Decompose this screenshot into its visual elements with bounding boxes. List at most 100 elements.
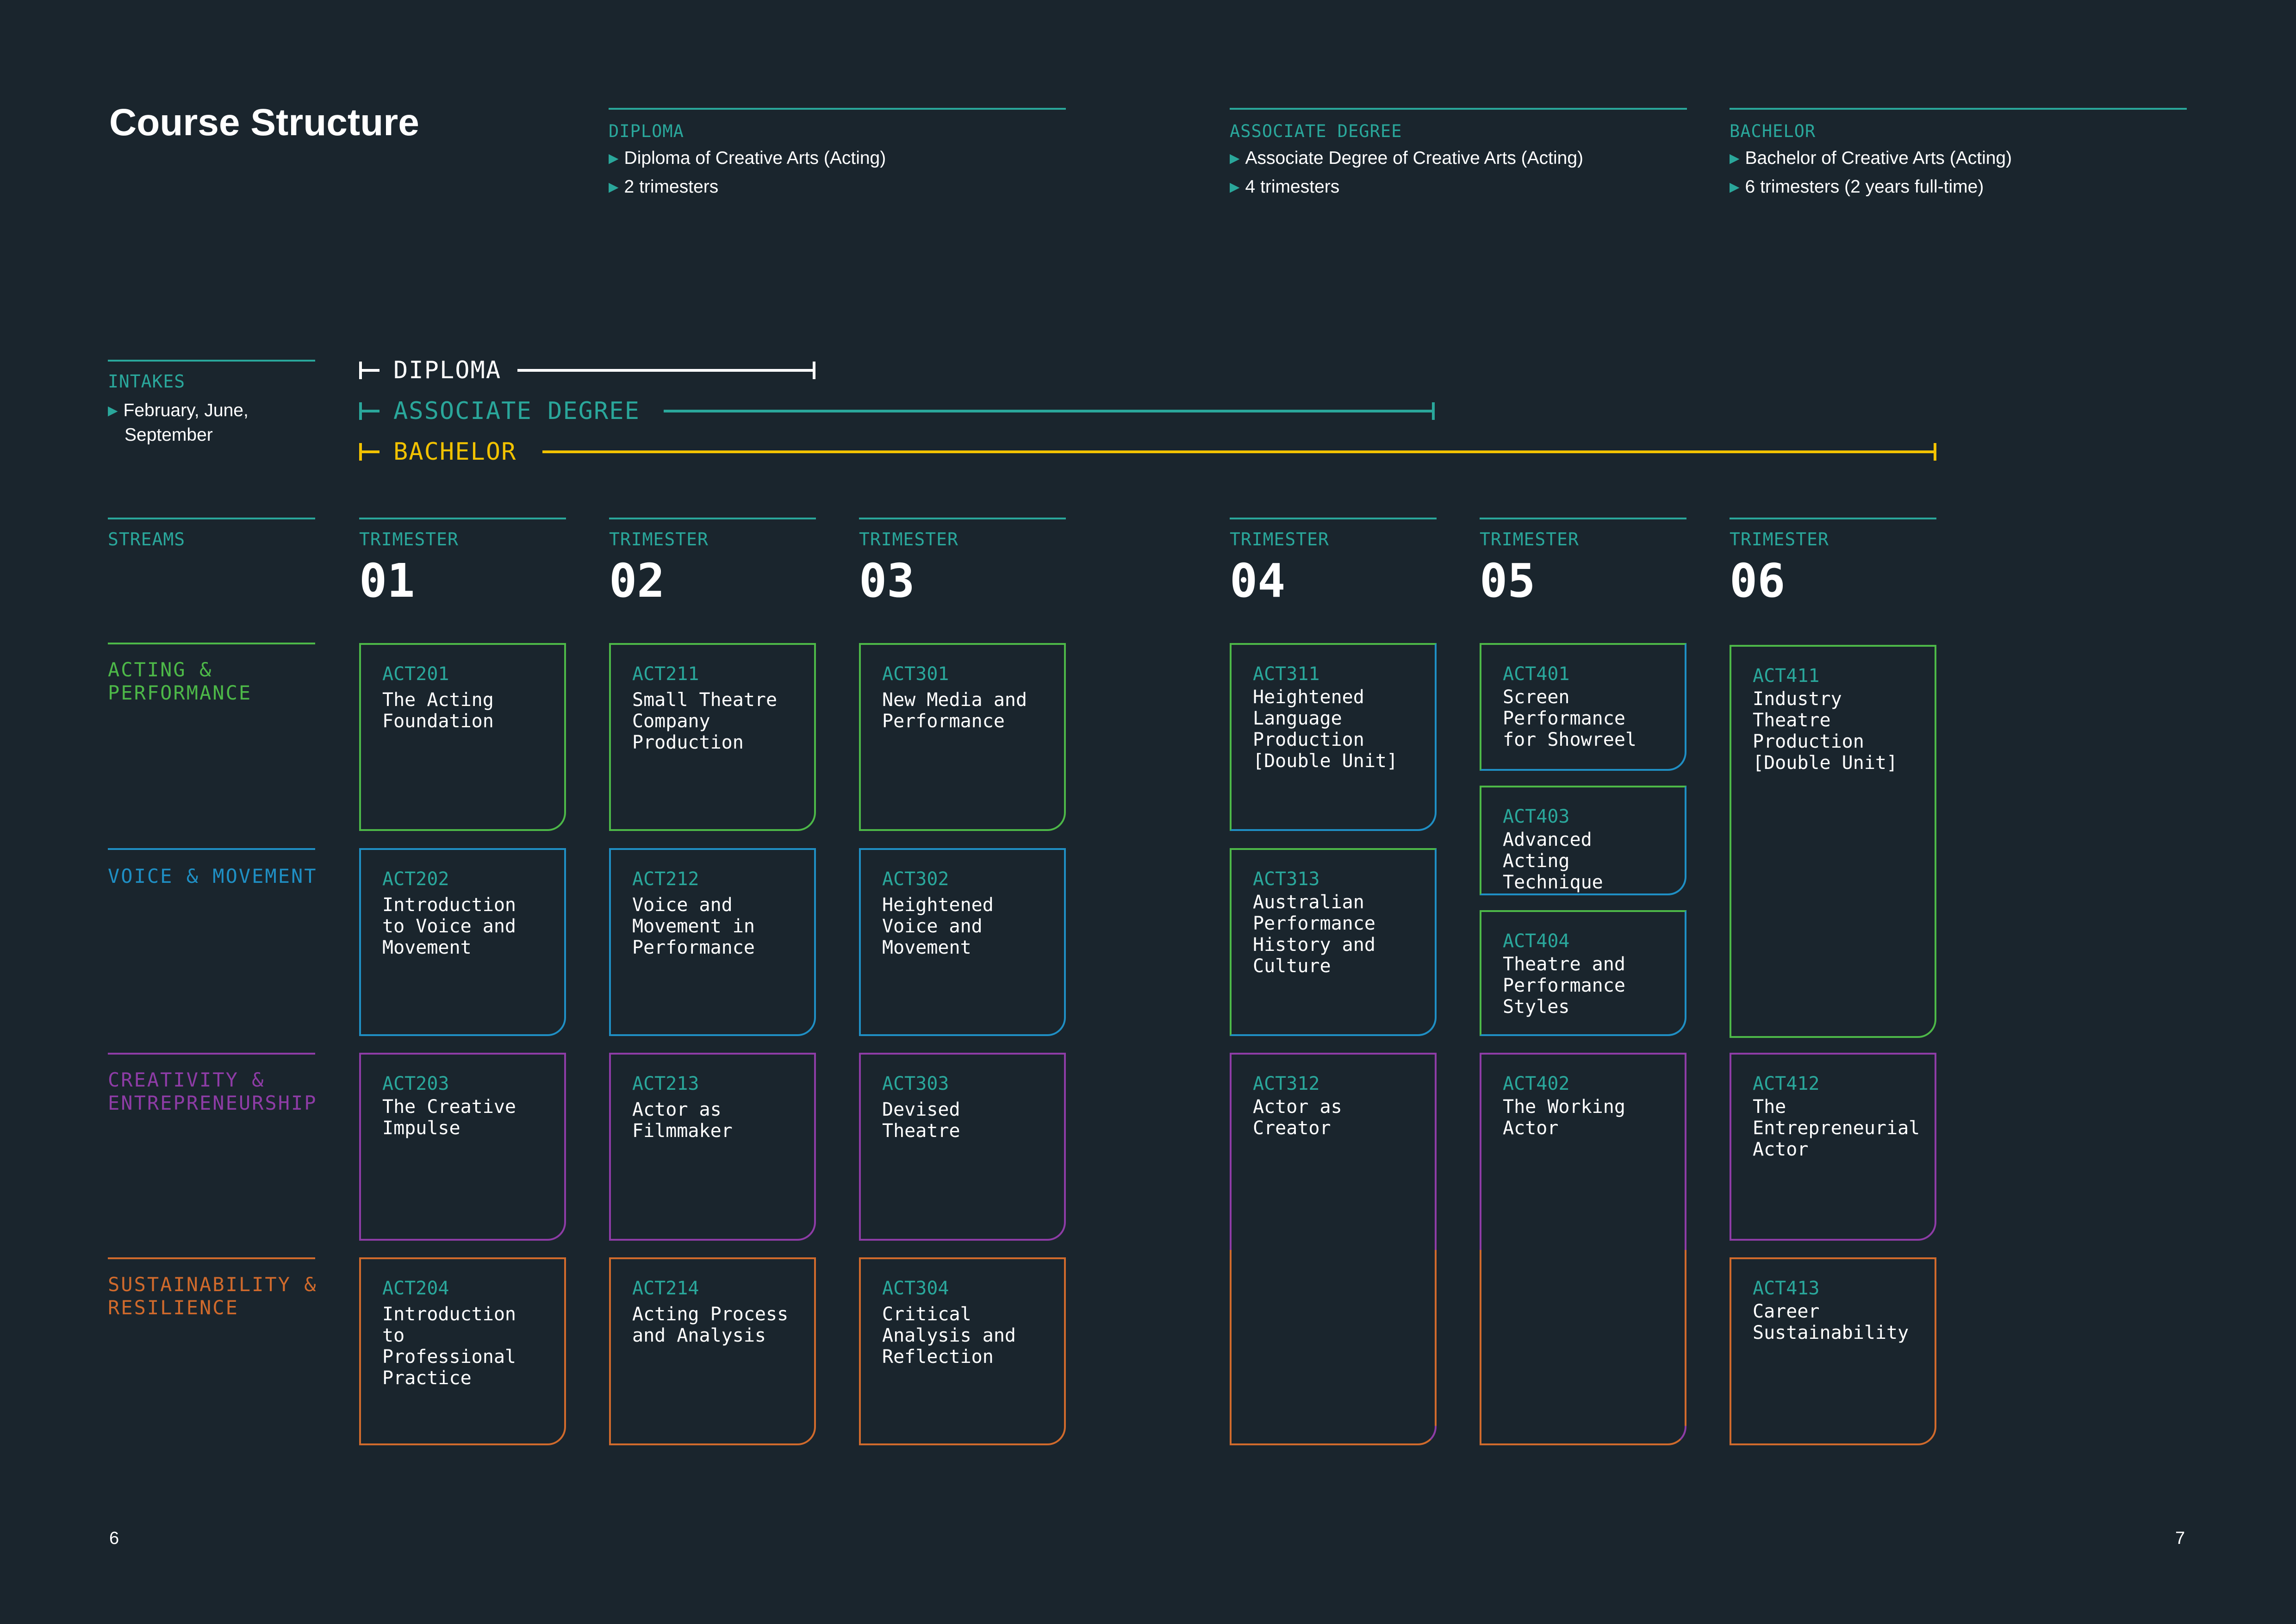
card-edge-accent xyxy=(1435,1250,1437,1426)
unit-name: The Working Actor xyxy=(1503,1096,1625,1139)
unit-name: Critical Analysis and Reflection xyxy=(882,1304,1016,1368)
unit-card-act301[interactable]: ACT301 New Media and Performance xyxy=(859,643,1066,831)
stream-rule-acting xyxy=(108,643,315,644)
unit-card-act202[interactable]: ACT202 Introduction to Voice and Movemen… xyxy=(359,848,566,1036)
program-label-bachelor: BACHELOR xyxy=(393,438,517,466)
associate-heading: ASSOCIATE DEGREE xyxy=(1230,121,1402,141)
associate-start-bar xyxy=(359,410,380,412)
diploma-end-cap xyxy=(813,362,815,379)
trimester-rule-03 xyxy=(859,518,1066,519)
intakes-item: ▶ February, June, September xyxy=(108,400,249,445)
unit-name: Screen Performance for Showreel xyxy=(1503,687,1636,750)
unit-code: ACT213 xyxy=(632,1073,699,1094)
unit-name: Voice and Movement in Performance xyxy=(632,894,755,958)
streams-rule xyxy=(108,518,315,519)
unit-card-act213[interactable]: ACT213 Actor as Filmmaker xyxy=(609,1053,816,1241)
unit-card-act204[interactable]: ACT204 Introduction to Professional Prac… xyxy=(359,1257,566,1445)
unit-card-act203[interactable]: ACT203 The Creative Impulse xyxy=(359,1053,566,1241)
unit-card-act211[interactable]: ACT211 Small Theatre Company Production xyxy=(609,643,816,831)
unit-card-act411[interactable]: ACT411 Industry Theatre Production [Doub… xyxy=(1730,645,1936,1038)
unit-card-act201[interactable]: ACT201 The Acting Foundation xyxy=(359,643,566,831)
unit-card-act412[interactable]: ACT412 The Entrepreneurial Actor xyxy=(1730,1053,1936,1241)
unit-card-act413[interactable]: ACT413 Career Sustainability xyxy=(1730,1257,1936,1445)
unit-name: The Entrepreneurial Actor xyxy=(1753,1096,1920,1160)
unit-name: Australian Performance History and Cultu… xyxy=(1253,892,1375,977)
unit-code: ACT404 xyxy=(1503,931,1570,952)
unit-code: ACT211 xyxy=(632,663,699,685)
unit-name: Actor as Creator xyxy=(1253,1096,1342,1139)
unit-card-act312[interactable]: ACT312 Actor as Creator xyxy=(1230,1053,1437,1445)
bullet-triangle-icon: ▶ xyxy=(1230,151,1240,165)
associate-item-1: ▶ Associate Degree of Creative Arts (Acti… xyxy=(1230,148,1584,168)
unit-card-act304[interactable]: ACT304 Critical Analysis and Reflection xyxy=(859,1257,1066,1445)
unit-code: ACT201 xyxy=(382,663,449,685)
unit-name: Introduction to Professional Practice xyxy=(382,1304,516,1389)
unit-name: Small Theatre Company Production xyxy=(632,689,778,753)
bachelor-rule xyxy=(1730,108,2187,110)
unit-code: ACT401 xyxy=(1503,663,1570,685)
unit-code: ACT301 xyxy=(882,663,949,685)
unit-code: ACT203 xyxy=(382,1073,449,1094)
unit-code: ACT413 xyxy=(1753,1278,1820,1299)
unit-name: Theatre and Performance Styles xyxy=(1503,954,1625,1018)
diploma-rule xyxy=(609,108,1066,110)
bachelor-bar xyxy=(542,450,1936,453)
unit-card-act313[interactable]: ACT313 Australian Performance History an… xyxy=(1230,848,1437,1036)
unit-name: Heightened Voice and Movement xyxy=(882,894,994,958)
bachelor-item-1: ▶ Bachelor of Creative Arts (Acting) xyxy=(1730,148,2012,168)
stream-label-acting: ACTING & PERFORMANCE xyxy=(108,658,252,704)
unit-code: ACT302 xyxy=(882,868,949,890)
intakes-heading: INTAKES xyxy=(108,371,186,392)
stream-rule-voice xyxy=(108,848,315,850)
trimester-number-04: 04 xyxy=(1230,554,1286,608)
unit-code: ACT212 xyxy=(632,868,699,890)
bachelor-heading: BACHELOR xyxy=(1730,121,1816,141)
unit-name: Devised Theatre xyxy=(882,1099,960,1142)
unit-name: Industry Theatre Production [Double Unit… xyxy=(1753,688,1898,774)
trimester-number-03: 03 xyxy=(859,554,915,608)
unit-card-act303[interactable]: ACT303 Devised Theatre xyxy=(859,1053,1066,1241)
unit-card-act302[interactable]: ACT302 Heightened Voice and Movement xyxy=(859,848,1066,1036)
unit-card-act212[interactable]: ACT212 Voice and Movement in Performance xyxy=(609,848,816,1036)
stream-label-sustainability: SUSTAINABILITY & RESILIENCE xyxy=(108,1273,317,1319)
streams-heading: STREAMS xyxy=(108,529,186,550)
unit-code: ACT402 xyxy=(1503,1073,1570,1094)
unit-name: Advanced Acting Technique xyxy=(1503,829,1603,893)
trimester-rule-06 xyxy=(1730,518,1936,519)
unit-code: ACT204 xyxy=(382,1278,449,1299)
unit-name: The Acting Foundation xyxy=(382,689,494,732)
unit-code: ACT311 xyxy=(1253,663,1320,685)
trimester-rule-01 xyxy=(359,518,566,519)
unit-card-act401[interactable]: ACT401 Screen Performance for Showreel xyxy=(1480,643,1686,771)
card-edge-accent xyxy=(1685,1250,1686,1426)
unit-card-act214[interactable]: ACT214 Acting Process and Analysis xyxy=(609,1257,816,1445)
bullet-triangle-icon: ▶ xyxy=(1730,180,1740,194)
page-number-right: 7 xyxy=(2175,1529,2185,1548)
diploma-heading: DIPLOMA xyxy=(609,121,684,141)
page-title: Course Structure xyxy=(109,101,419,144)
intakes-rule xyxy=(108,360,315,362)
trimester-heading: TRIMESTER xyxy=(1230,529,1329,550)
bullet-triangle-icon: ▶ xyxy=(108,403,118,418)
unit-card-act404[interactable]: ACT404 Theatre and Performance Styles xyxy=(1480,910,1686,1036)
unit-code: ACT313 xyxy=(1253,868,1320,890)
unit-card-act403[interactable]: ACT403 Advanced Acting Technique xyxy=(1480,786,1686,895)
stream-label-creativity: CREATIVITY & ENTREPRENEURSHIP xyxy=(108,1068,317,1114)
unit-name: Career Sustainability xyxy=(1753,1301,1909,1343)
unit-code: ACT303 xyxy=(882,1073,949,1094)
trimester-heading: TRIMESTER xyxy=(609,529,709,550)
trimester-rule-04 xyxy=(1230,518,1437,519)
trimester-rule-02 xyxy=(609,518,816,519)
bachelor-end-cap xyxy=(1934,443,1936,461)
card-edge-accent xyxy=(1480,1250,1481,1445)
unit-code: ACT411 xyxy=(1753,665,1820,687)
unit-card-act311[interactable]: ACT311 Heightened Language Production [D… xyxy=(1230,643,1437,831)
unit-code: ACT214 xyxy=(632,1278,699,1299)
unit-code: ACT412 xyxy=(1753,1073,1820,1094)
program-label-associate: ASSOCIATE DEGREE xyxy=(393,397,640,425)
trimester-heading: TRIMESTER xyxy=(1480,529,1579,550)
unit-card-act402[interactable]: ACT402 The Working Actor xyxy=(1480,1053,1686,1445)
page-number-left: 6 xyxy=(109,1529,119,1548)
diploma-item-2: ▶ 2 trimesters xyxy=(609,177,719,197)
bachelor-start-bar xyxy=(359,450,380,453)
